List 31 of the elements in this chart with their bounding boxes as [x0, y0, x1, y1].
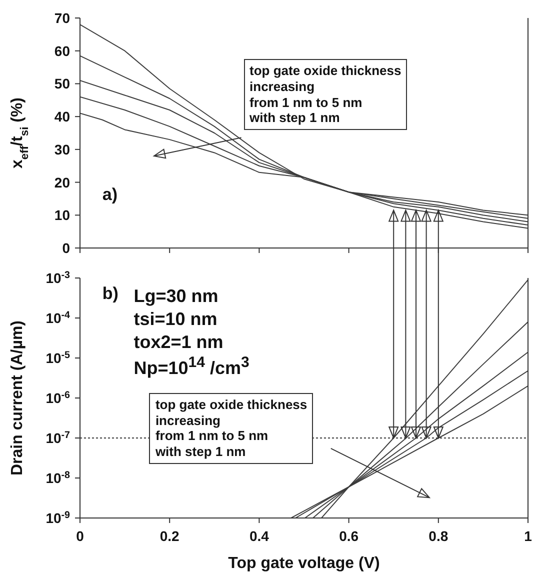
y-tick-label: 10$^{-7}$	[46, 430, 71, 446]
annotation: tox2=1 nm	[134, 330, 224, 354]
x-tick-label: 0.4	[249, 528, 270, 544]
y-tick-label: 20	[54, 174, 70, 190]
annotation: tsi=10 nm	[134, 308, 218, 330]
y-axis-title: Drain current (A/µm)	[9, 320, 26, 476]
x-tick-label: 0.6	[339, 528, 359, 544]
y-tick-label: 10	[54, 207, 70, 224]
y-tick-label: 10$^{-4}$	[46, 310, 71, 326]
x-axis-title: Top gate voltage (V)	[228, 555, 380, 572]
y-tick-label: 10$^{-8}$	[46, 470, 71, 486]
y-tick-label: 50	[54, 76, 70, 92]
y-tick-label: 40	[54, 108, 70, 125]
annotation: a)	[102, 184, 118, 205]
y-tick-label: 10$^{-3}$	[46, 270, 71, 286]
annotation: top gate oxide thickness increasing from 1 nm to 5 nm with step 1 nm	[244, 59, 408, 130]
y-tick-label: 30	[54, 141, 70, 158]
y-tick-label: 10$^{-9}$	[46, 510, 71, 526]
x-tick-label: 0.8	[428, 528, 448, 544]
annotation: Lg=30 nm	[134, 285, 218, 308]
y-tick-label: 10$^{-5}$	[46, 350, 71, 366]
x-tick-label: 0.2	[160, 528, 180, 544]
y-tick-label: 0	[62, 240, 70, 256]
x-tick-label: 1	[524, 528, 532, 544]
y-tick-label: 60	[54, 42, 70, 59]
annotation: Np=10$^{14}$ /cm$^{3}$	[134, 354, 250, 380]
annotation: top gate oxide thickness increasing from 1 nm to 5 nm with step 1 nm	[149, 393, 314, 464]
x-tick-label: 0	[76, 528, 84, 544]
annotation: b)	[102, 282, 118, 304]
y-tick-label: 70	[54, 10, 70, 26]
y-tick-label: 10$^{-6}$	[46, 390, 71, 406]
